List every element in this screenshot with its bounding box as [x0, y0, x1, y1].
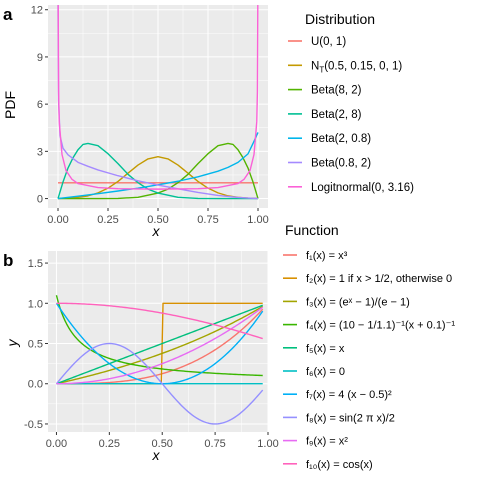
legend-label-1: f₁(x) = x³	[306, 250, 348, 262]
panel-a-legend: U(0, 1) NT(0.5, 0.15, 0, 1) Beta(8, 2) Beta…	[288, 36, 414, 194]
panel-a-lines	[57, 5, 259, 200]
function-line-8	[55, 342, 264, 425]
panel-b-lines	[55, 295, 264, 425]
series-line-6	[57, 5, 259, 190]
legend-label-5: f₅(x) = x	[306, 343, 345, 355]
panel-b-legend-title: Function	[285, 222, 339, 238]
x-tick-label: 1.00	[247, 214, 268, 226]
panel-b-label: b	[3, 251, 13, 270]
y-tick-label: 1.5	[28, 258, 43, 270]
legend-label-2: Beta(8, 2)	[311, 85, 362, 97]
legend-label-5: Beta(0.8, 2)	[311, 158, 371, 170]
legend-label-7: f₇(x) = 4 (x − 0.5)²	[306, 389, 392, 401]
y-tick-label: 3	[37, 146, 43, 158]
function-line-10	[56, 302, 263, 340]
series-line-4	[57, 132, 259, 200]
y-tick-label: 0.5	[28, 339, 43, 351]
y-tick-label: 0.0	[28, 379, 43, 391]
panel-a-label: a	[3, 5, 13, 24]
legend-label-3: f₃(x) = (eˣ − 1)/(e − 1)	[306, 296, 410, 308]
x-tick-label: 0.00	[46, 438, 67, 450]
panel-a-x-axis-title: x	[152, 223, 161, 239]
legend-label-10: f₁₀(x) = cos(x)	[306, 459, 373, 471]
x-tick-label: 0.50	[152, 438, 173, 450]
legend-label-3: Beta(2, 8)	[311, 109, 362, 121]
x-tick-label: 0.75	[204, 438, 225, 450]
y-tick-label: -0.5	[24, 419, 43, 431]
legend-label-main: N	[311, 60, 319, 72]
x-tick-label: 0.50	[147, 214, 168, 226]
panel-b-plot-background	[48, 251, 268, 432]
x-tick-label: 0.25	[99, 438, 120, 450]
panel-a-legend-title: Distribution	[305, 11, 375, 27]
panel-a-x-ticks: 0.00 0.25 0.50 0.75 1.00	[47, 5, 269, 226]
y-tick-label: 0	[37, 194, 43, 206]
panel-a-y-axis-title: PDF	[2, 91, 18, 119]
panel-b-x-ticks: 0.00 0.25 0.50 0.75 1.00	[46, 251, 279, 450]
function-line-7	[55, 302, 264, 385]
legend-label-rest: (0.5, 0.15, 0, 1)	[324, 60, 402, 72]
x-tick-label: 0.25	[97, 214, 118, 226]
panel-a: a PDF x 0 3 6 9 12 0.00 0.25 0.50 0.75 1.00 Dist…	[2, 5, 414, 239]
legend-label-1: NT(0.5, 0.15, 0, 1)	[311, 60, 402, 74]
legend-label-4: Beta(2, 0.8)	[311, 133, 371, 145]
legend-label-9: f₉(x) = x²	[306, 436, 348, 448]
legend-label-2: f₂(x) = 1 if x > 1/2, otherwise 0	[306, 273, 452, 285]
panel-b-y-axis-title: y	[4, 339, 20, 348]
y-tick-label: 12	[31, 5, 43, 17]
legend-label-6: Logitnormal(0, 3.16)	[311, 182, 414, 194]
function-line-9	[56, 306, 264, 385]
x-tick-label: 0.00	[47, 214, 68, 226]
panel-b-legend: f₁(x) = x³ f₂(x) = 1 if x > 1/2, otherwis…	[283, 250, 455, 471]
panel-b: b y x -0.5 0.0 0.5 1.0 1.5 0.00 0.25 0.50 0.75 1…	[3, 222, 455, 471]
panel-b-x-axis-title: x	[152, 447, 161, 463]
y-tick-label: 6	[37, 99, 43, 111]
x-tick-label: 1.00	[257, 438, 278, 450]
y-tick-label: 1.0	[28, 298, 43, 310]
function-line-5	[56, 304, 263, 385]
x-tick-label: 0.75	[197, 214, 218, 226]
legend-label-8: f₈(x) = sin(2 π x)/2	[306, 412, 395, 424]
legend-label-sub: T	[319, 65, 324, 74]
y-tick-label: 9	[37, 52, 43, 64]
function-line-3	[56, 305, 264, 385]
legend-label-4: f₄(x) = (10 − 1/1.1)⁻¹(x + 0.1)⁻¹	[306, 320, 455, 332]
legend-label-6: f₆(x) = 0	[306, 366, 345, 378]
legend-label-0: U(0, 1)	[311, 36, 346, 48]
